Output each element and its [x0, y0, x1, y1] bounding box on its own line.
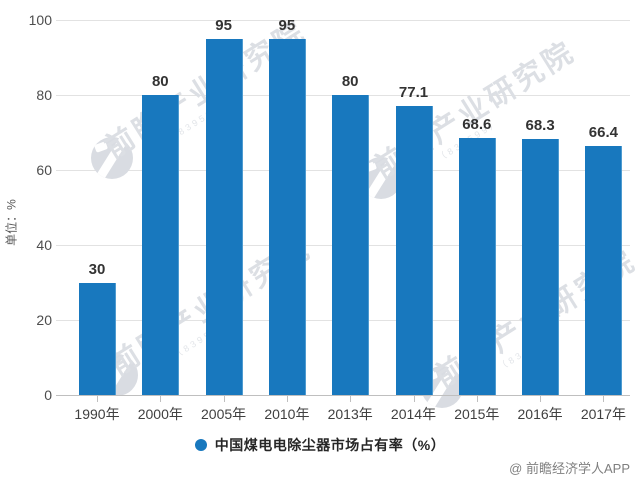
x-axis-tick	[223, 396, 225, 402]
y-tick-label: 100	[28, 12, 52, 28]
bar-value-label: 95	[215, 16, 232, 34]
x-axis-tick	[603, 396, 605, 402]
x-axis-tick	[476, 396, 478, 402]
x-axis-tick	[350, 396, 352, 402]
bar-2010年	[268, 38, 306, 395]
bar-2005年	[205, 38, 243, 395]
bar-value-label: 77.1	[398, 83, 429, 101]
x-axis-tick	[540, 396, 542, 402]
bar-value-label: 95	[278, 16, 296, 34]
x-axis-tick	[97, 396, 98, 402]
bar-2017年	[585, 146, 623, 395]
y-tick-label: 60	[36, 162, 52, 178]
bar-value-label: 68.6	[462, 115, 492, 133]
y-tick-label: 80	[36, 87, 52, 103]
x-axis-tick	[286, 396, 288, 402]
x-axis-tick	[413, 396, 415, 402]
legend: 中国煤电电除尘器市场占有率（%）	[0, 435, 640, 455]
legend-marker-icon	[194, 439, 207, 451]
bar-value-label: 80	[151, 73, 169, 90]
y-axis-unit-label: 单位：%	[4, 199, 19, 246]
bar-2015年	[458, 137, 496, 395]
bar-value-label: 68.3	[525, 116, 555, 134]
x-tick-label: 1990年	[74, 406, 120, 422]
x-tick-label: 2017年	[580, 406, 626, 422]
y-tick-label: 40	[36, 237, 52, 253]
bar-1990年	[79, 282, 116, 395]
y-tick-label: 20	[36, 312, 52, 328]
x-tick-label: 2005年	[201, 406, 247, 422]
x-axis-tick	[160, 396, 162, 402]
x-tick-label: 2010年	[264, 406, 310, 422]
bar-value-label: 80	[341, 73, 359, 90]
bar-2014年	[395, 105, 433, 395]
bar-2013年	[332, 95, 370, 395]
bar-2000年	[142, 95, 180, 395]
x-tick-label: 2016年	[517, 406, 563, 422]
bar-2016年	[522, 138, 560, 395]
x-tick-label: 2013年	[327, 406, 373, 422]
bar-value-label: 66.4	[588, 124, 618, 141]
x-tick-label: 2014年	[390, 406, 437, 422]
source-attribution: @ 前瞻经济学人APP	[509, 461, 630, 476]
x-tick-label: 2015年	[454, 406, 500, 422]
x-axis-line	[56, 395, 630, 396]
gridline-100	[56, 20, 630, 21]
qianzhan-logo-icon	[91, 137, 133, 179]
legend-series-label: 中国煤电电除尘器市场占有率（%）	[214, 437, 446, 453]
x-tick-label: 2000年	[137, 406, 183, 422]
bar-value-label: 30	[88, 260, 106, 278]
y-tick-label: 0	[44, 387, 52, 403]
